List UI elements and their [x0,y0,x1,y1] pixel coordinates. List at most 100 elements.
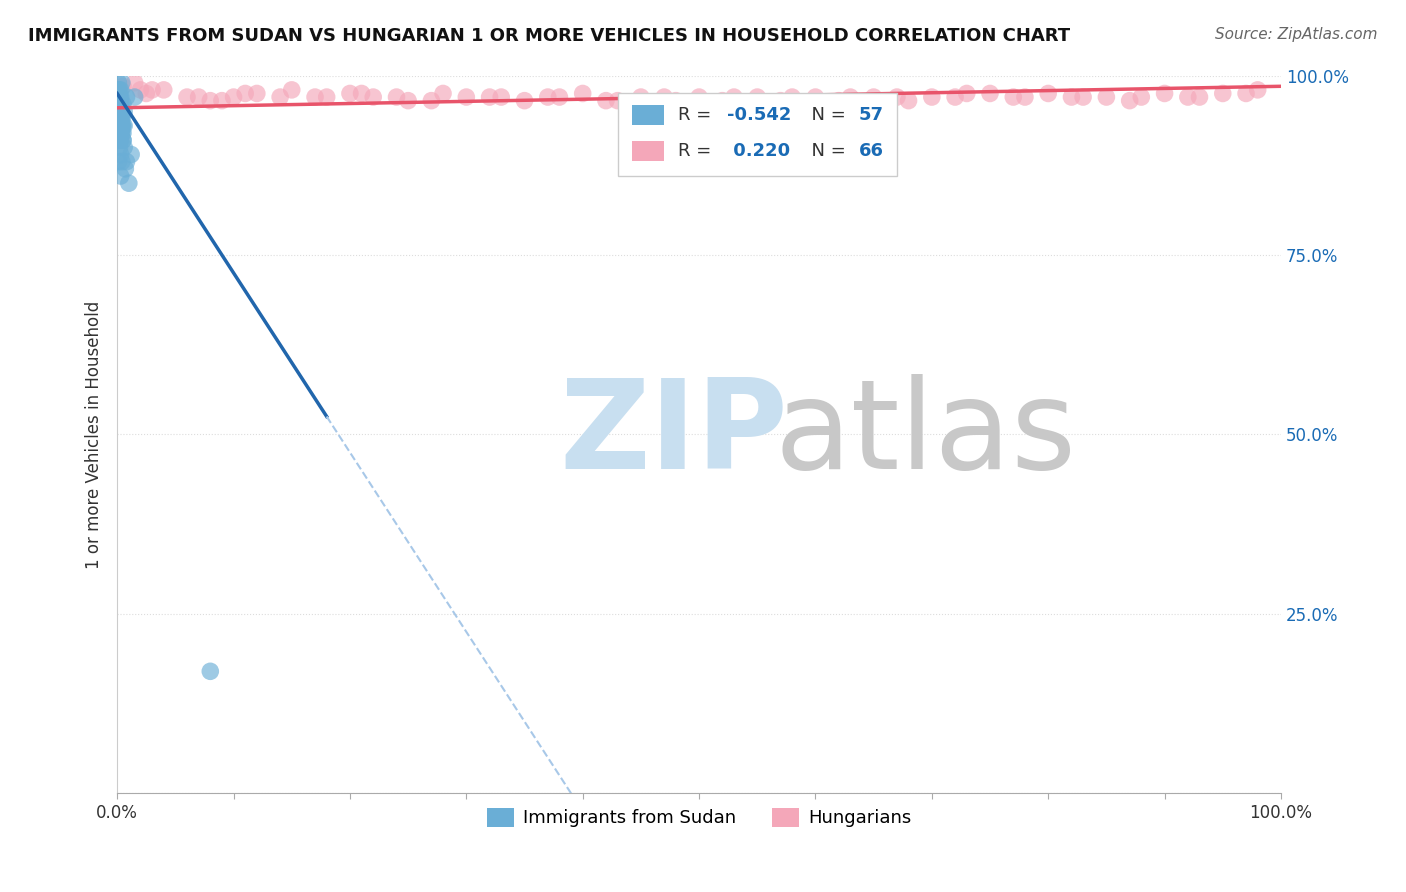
Text: ZIP: ZIP [560,374,789,495]
Point [385,90,408,104]
Point [108,90,131,104]
Point [108,83,131,97]
Point [107,104,129,119]
Text: 66: 66 [859,142,883,160]
Point [839,90,862,104]
Legend: Immigrants from Sudan, Hungarians: Immigrants from Sudan, Hungarians [479,801,918,835]
Point [804,90,827,104]
Point [107,97,129,112]
Point [979,87,1001,101]
Point [246,87,269,101]
Point [111,133,134,147]
Y-axis label: 1 or more Vehicles in Household: 1 or more Vehicles in Household [86,301,103,568]
Point [1071,90,1094,104]
Point [537,90,560,104]
Text: N =: N = [800,106,852,124]
Point [187,90,209,104]
Text: atlas: atlas [775,374,1077,495]
Point [112,140,135,154]
Point [1188,90,1211,104]
Point [111,119,134,133]
Point [115,154,138,169]
Point [747,90,769,104]
Point [111,133,134,147]
Point [548,90,571,104]
Point [350,87,373,101]
Point [129,83,152,97]
Point [111,112,134,126]
Point [1212,87,1234,101]
Point [112,104,135,119]
Point [1234,87,1257,101]
Point [1247,83,1270,97]
Point [111,97,134,112]
Point [107,104,129,119]
Point [886,90,908,104]
Point [1060,90,1083,104]
Point [110,169,132,183]
Point [108,112,131,126]
Point [118,176,141,190]
Point [921,90,943,104]
Text: 57: 57 [859,106,883,124]
Point [124,76,146,90]
FancyBboxPatch shape [617,94,897,176]
Point [432,87,454,101]
Point [315,90,337,104]
Text: Source: ZipAtlas.com: Source: ZipAtlas.com [1215,27,1378,42]
Point [222,90,245,104]
Point [111,126,134,140]
FancyBboxPatch shape [631,141,664,161]
Point [108,140,131,154]
Point [110,97,132,112]
Point [1014,90,1036,104]
Point [200,665,222,679]
Point [304,90,326,104]
Point [108,90,131,104]
Point [108,104,131,119]
Point [1118,94,1140,108]
Point [211,94,233,108]
Point [513,94,536,108]
Text: N =: N = [800,142,852,160]
Point [110,126,132,140]
Point [110,133,132,147]
Point [111,119,134,133]
Point [361,90,384,104]
Point [956,87,979,101]
Text: 0.220: 0.220 [727,142,790,160]
Point [723,90,745,104]
Point [108,104,131,119]
Point [108,97,131,112]
Point [652,90,675,104]
Point [111,154,134,169]
Point [711,94,734,108]
Point [571,87,593,101]
Point [108,133,131,147]
Point [107,83,129,97]
Text: IMMIGRANTS FROM SUDAN VS HUNGARIAN 1 OR MORE VEHICLES IN HOUSEHOLD CORRELATION C: IMMIGRANTS FROM SUDAN VS HUNGARIAN 1 OR … [28,27,1070,45]
Point [110,97,132,112]
Point [108,126,131,140]
Point [456,90,478,104]
Point [110,126,132,140]
Point [233,87,256,101]
Point [1095,90,1118,104]
Point [176,90,198,104]
Point [200,94,222,108]
FancyBboxPatch shape [631,105,664,125]
Point [111,76,134,90]
Point [688,90,710,104]
Point [630,90,652,104]
Point [108,112,131,126]
Point [107,97,129,112]
Point [111,79,134,94]
Point [110,83,132,97]
Point [110,147,132,161]
Point [606,94,628,108]
Point [107,112,129,126]
Point [107,154,129,169]
Point [595,94,617,108]
Point [111,119,134,133]
Point [111,126,134,140]
